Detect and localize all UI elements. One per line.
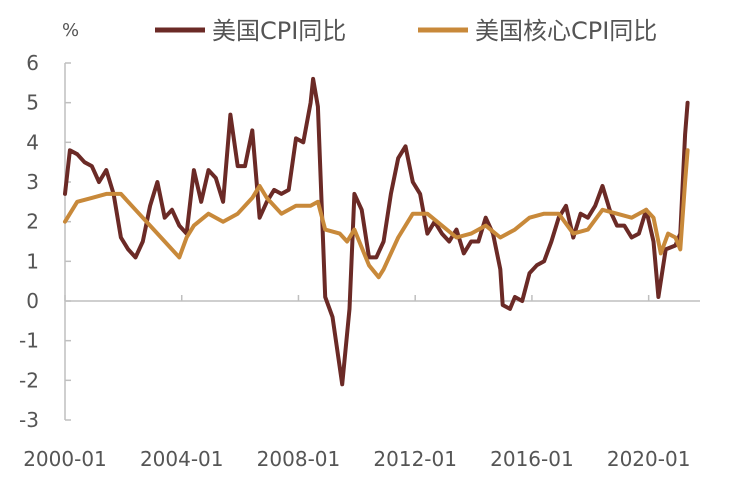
series-lines [63,76,690,387]
legend-label-core-cpi: 美国核心CPI同比 [475,17,657,45]
x-tick-label: 2016-01 [490,447,574,471]
y-tick-label: 1 [26,249,39,273]
y-ticks: 6 5 4 3 2 1 0 -1 -2 -3 [19,51,71,432]
y-tick-label: -1 [19,329,39,353]
series-line-cpi [63,76,690,387]
y-tick-label: 5 [26,91,39,115]
y-tick-label: 2 [26,210,39,234]
x-tick-label: 2000-01 [23,447,107,471]
legend-label-cpi: 美国CPI同比 [212,17,346,45]
series-line-core-cpi [63,148,690,280]
x-tick-label: 2020-01 [607,447,691,471]
y-axis-unit-label: % [62,20,79,41]
y-tick-label: -2 [19,368,39,392]
x-tick-label: 2012-01 [373,447,457,471]
y-tick-label: 0 [26,289,39,313]
y-tick-label: 4 [26,130,39,154]
x-ticks: 2000-01 2004-01 2008-01 2012-01 2016-01 2020-… [23,295,690,471]
legend: 美国CPI同比 美国核心CPI同比 [155,17,657,45]
y-tick-label: -3 [19,408,39,432]
y-tick-label: 3 [26,170,39,194]
x-tick-label: 2008-01 [257,447,341,471]
y-tick-label: 6 [26,51,39,75]
x-tick-label: 2004-01 [140,447,224,471]
